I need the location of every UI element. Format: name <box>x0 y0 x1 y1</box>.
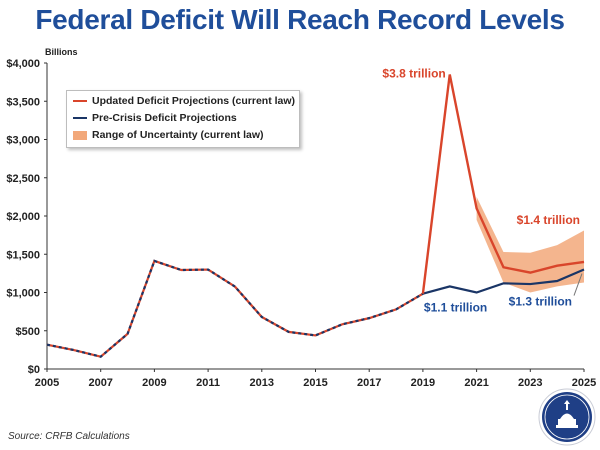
x-tick-label: 2017 <box>357 377 381 389</box>
y-tick-label: $3,500 <box>6 96 40 108</box>
y-axis-label: Billions <box>45 47 78 57</box>
legend-label-range: Range of Uncertainty (current law) <box>92 129 264 141</box>
legend-swatch-updated <box>73 100 87 102</box>
x-tick-label: 2011 <box>196 377 220 389</box>
precrisis-series-line <box>422 268 585 295</box>
annotation-peak: $3.8 trillion <box>382 66 445 80</box>
x-tick-label: 2005 <box>35 377 59 389</box>
y-tick-label: $2,500 <box>6 173 40 185</box>
annotation-2019: $1.1 trillion <box>424 301 487 315</box>
legend-item-range: Range of Uncertainty (current law) <box>73 128 264 142</box>
x-tick-label: 2023 <box>518 377 542 389</box>
chart-legend: Updated Deficit Projections (current law… <box>66 90 300 148</box>
source-note: Source: CRFB Calculations <box>8 431 130 442</box>
x-tick-label: 2015 <box>303 377 327 389</box>
capitol-seal-logo <box>538 388 596 446</box>
legend-item-precrisis: Pre-Crisis Deficit Projections <box>73 111 237 125</box>
legend-label-updated: Updated Deficit Projections (current law… <box>92 95 296 107</box>
y-tick-label: $500 <box>16 326 40 338</box>
x-tick-label: 2019 <box>411 377 435 389</box>
x-tick-label: 2021 <box>464 377 488 389</box>
x-tick-label: 2007 <box>88 377 112 389</box>
uncertainty-range-band <box>476 196 584 293</box>
x-tick-label: 2009 <box>142 377 166 389</box>
y-tick-label: $3,000 <box>6 135 40 147</box>
legend-swatch-range <box>73 130 87 140</box>
y-tick-label: $1,500 <box>6 249 40 261</box>
chart-title: Federal Deficit Will Reach Record Levels <box>35 4 565 35</box>
y-tick-label: $4,000 <box>6 58 40 70</box>
y-tick-label: $1,000 <box>6 288 40 300</box>
annotation-2025-precrisis: $1.3 trillion <box>509 295 572 309</box>
x-tick-label: 2025 <box>572 377 596 389</box>
legend-item-updated: Updated Deficit Projections (current law… <box>73 94 295 108</box>
historical-series-dash <box>46 259 424 358</box>
legend-swatch-precrisis <box>73 117 87 119</box>
annotation-leader-line <box>573 273 583 296</box>
historical-series-line <box>46 259 424 358</box>
y-tick-label: $2,000 <box>6 211 40 223</box>
x-tick-label: 2013 <box>250 377 274 389</box>
annotation-2025-updated: $1.4 trillion <box>517 213 580 227</box>
legend-label-precrisis: Pre-Crisis Deficit Projections <box>92 112 237 124</box>
y-tick-label: $0 <box>28 364 40 376</box>
updated-series-line <box>421 74 585 294</box>
